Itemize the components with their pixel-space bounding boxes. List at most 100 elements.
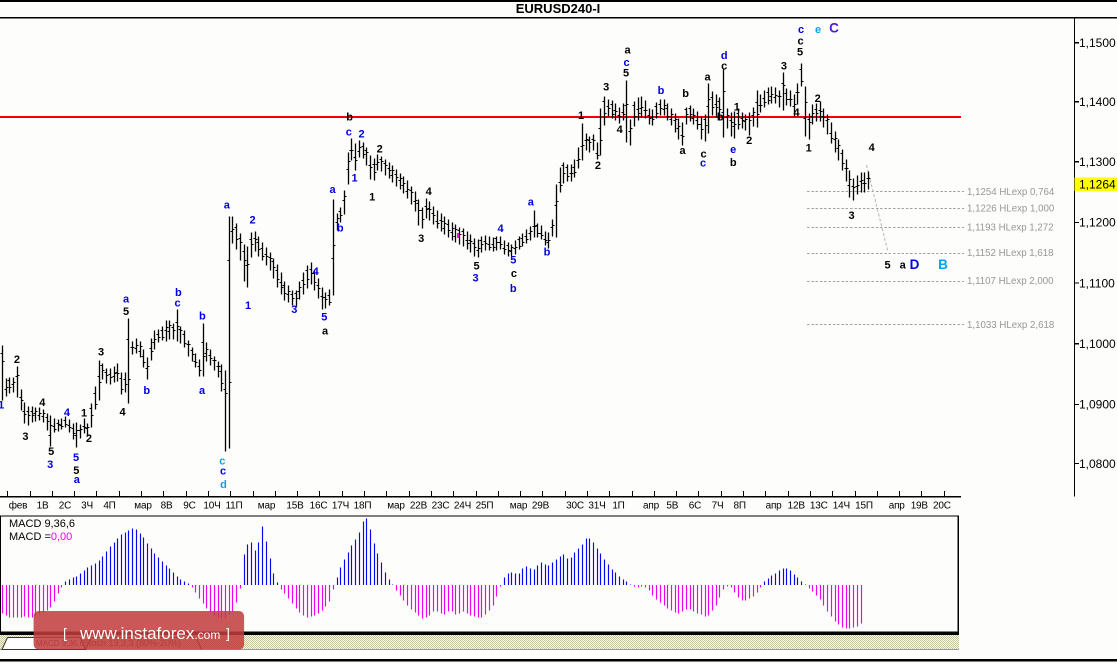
svg-text:3: 3 bbox=[603, 81, 609, 93]
svg-text:2: 2 bbox=[746, 135, 752, 147]
svg-text:c: c bbox=[220, 465, 226, 477]
svg-text:4: 4 bbox=[39, 397, 46, 409]
svg-text:1,1193 HLexp 1,272: 1,1193 HLexp 1,272 bbox=[967, 223, 1054, 234]
svg-text:b: b bbox=[143, 385, 150, 397]
svg-text:c: c bbox=[623, 57, 629, 69]
svg-text:4: 4 bbox=[64, 407, 71, 419]
svg-text:[: [ bbox=[63, 625, 67, 641]
svg-text:a: a bbox=[330, 184, 337, 196]
svg-text:b: b bbox=[510, 283, 517, 295]
svg-text:5: 5 bbox=[48, 446, 54, 458]
svg-text:17Ч: 17Ч bbox=[332, 501, 349, 512]
svg-text:5: 5 bbox=[123, 306, 129, 318]
svg-text:c: c bbox=[797, 36, 803, 48]
svg-text:2: 2 bbox=[359, 128, 365, 140]
svg-text:3: 3 bbox=[781, 61, 787, 73]
svg-text:5: 5 bbox=[797, 47, 803, 59]
svg-text:4: 4 bbox=[119, 407, 126, 419]
svg-text:EURUSD240-I: EURUSD240-I bbox=[516, 1, 601, 16]
svg-text:b: b bbox=[346, 111, 353, 123]
svg-text:мар: мар bbox=[387, 501, 405, 512]
svg-text:апр: апр bbox=[766, 501, 783, 512]
svg-text:1,1033 HLexp 2,618: 1,1033 HLexp 2,618 bbox=[967, 320, 1054, 331]
svg-text:мар: мар bbox=[510, 501, 528, 512]
svg-text:b: b bbox=[730, 157, 737, 169]
svg-text:10Ч: 10Ч bbox=[203, 501, 220, 512]
svg-text:1,1200: 1,1200 bbox=[1079, 216, 1116, 230]
svg-text:b: b bbox=[658, 85, 665, 97]
svg-text:1,1107 HLexp 2,000: 1,1107 HLexp 2,000 bbox=[967, 276, 1054, 287]
svg-text:b: b bbox=[175, 287, 182, 299]
svg-text:мар: мар bbox=[258, 501, 276, 512]
svg-text:a: a bbox=[680, 145, 687, 157]
svg-text:апр: апр bbox=[889, 501, 906, 512]
svg-text:c: c bbox=[798, 24, 804, 36]
svg-text:c: c bbox=[174, 298, 180, 310]
svg-text:2: 2 bbox=[377, 144, 383, 156]
svg-text:3: 3 bbox=[473, 273, 479, 285]
svg-text:4: 4 bbox=[498, 223, 505, 235]
svg-text:20С: 20С bbox=[933, 501, 951, 512]
svg-text:MACD 9,36,6: MACD 9,36,6 bbox=[9, 518, 75, 530]
svg-text:19В: 19В bbox=[911, 501, 929, 512]
svg-text:a: a bbox=[199, 385, 206, 397]
svg-text:a: a bbox=[123, 294, 130, 306]
svg-text:b: b bbox=[337, 223, 344, 235]
svg-text:c: c bbox=[700, 158, 706, 170]
svg-text:мар: мар bbox=[134, 501, 152, 512]
svg-text:2: 2 bbox=[14, 354, 20, 366]
svg-text:4: 4 bbox=[794, 107, 801, 119]
svg-text:23С: 23С bbox=[432, 501, 450, 512]
svg-text:8В: 8В bbox=[161, 501, 173, 512]
svg-text:c: c bbox=[346, 126, 352, 138]
svg-text:4: 4 bbox=[869, 142, 876, 154]
svg-text:3: 3 bbox=[291, 304, 297, 316]
svg-text:5: 5 bbox=[321, 312, 327, 324]
svg-text:1: 1 bbox=[351, 173, 357, 185]
svg-text:]: ] bbox=[226, 625, 230, 641]
svg-text:3Ч: 3Ч bbox=[81, 501, 93, 512]
svg-text:3: 3 bbox=[418, 233, 424, 245]
svg-text:1,1400: 1,1400 bbox=[1079, 95, 1116, 109]
svg-text:3: 3 bbox=[47, 459, 53, 471]
svg-text:1: 1 bbox=[734, 101, 740, 113]
svg-text:b: b bbox=[717, 112, 724, 124]
svg-text:5: 5 bbox=[884, 260, 890, 272]
svg-text:5В: 5В bbox=[666, 501, 678, 512]
svg-text:1: 1 bbox=[0, 399, 4, 411]
svg-text:c: c bbox=[721, 61, 727, 73]
svg-text:13С: 13С bbox=[810, 501, 828, 512]
svg-text:1: 1 bbox=[578, 110, 584, 122]
svg-text:3: 3 bbox=[22, 431, 28, 443]
svg-text:e: e bbox=[730, 144, 736, 156]
svg-text:8П: 8П bbox=[734, 501, 746, 512]
svg-text:b: b bbox=[199, 310, 206, 322]
svg-text:www.instaforex.com: www.instaforex.com bbox=[79, 624, 220, 643]
svg-text:5: 5 bbox=[73, 465, 79, 477]
svg-text:5: 5 bbox=[73, 452, 79, 464]
svg-text:1: 1 bbox=[369, 191, 375, 203]
svg-text:14Ч: 14Ч bbox=[833, 501, 850, 512]
svg-text:a: a bbox=[528, 197, 535, 209]
svg-text:11П: 11П bbox=[226, 501, 243, 512]
svg-text:a: a bbox=[624, 44, 631, 56]
svg-text:1,0800: 1,0800 bbox=[1079, 457, 1116, 471]
svg-text:a: a bbox=[74, 474, 81, 486]
svg-text:4П: 4П bbox=[103, 501, 115, 512]
svg-text:22В: 22В bbox=[410, 501, 428, 512]
svg-text:5: 5 bbox=[623, 67, 629, 79]
svg-text:4: 4 bbox=[426, 186, 433, 198]
svg-text:1: 1 bbox=[81, 407, 87, 419]
svg-text:1,0900: 1,0900 bbox=[1079, 398, 1116, 412]
svg-text:MACD =0,00: MACD =0,00 bbox=[9, 531, 72, 543]
svg-text:1,1152 HLexp 1,618: 1,1152 HLexp 1,618 bbox=[967, 248, 1054, 259]
svg-text:16С: 16С bbox=[310, 501, 328, 512]
svg-text:2С: 2С bbox=[59, 501, 71, 512]
svg-text:30С: 30С bbox=[566, 501, 584, 512]
svg-text:1,1100: 1,1100 bbox=[1079, 276, 1115, 290]
svg-text:1П: 1П bbox=[612, 501, 624, 512]
svg-text:2: 2 bbox=[86, 433, 92, 445]
svg-text:c: c bbox=[701, 149, 707, 161]
svg-text:D: D bbox=[910, 257, 920, 272]
svg-text:b: b bbox=[682, 88, 689, 100]
